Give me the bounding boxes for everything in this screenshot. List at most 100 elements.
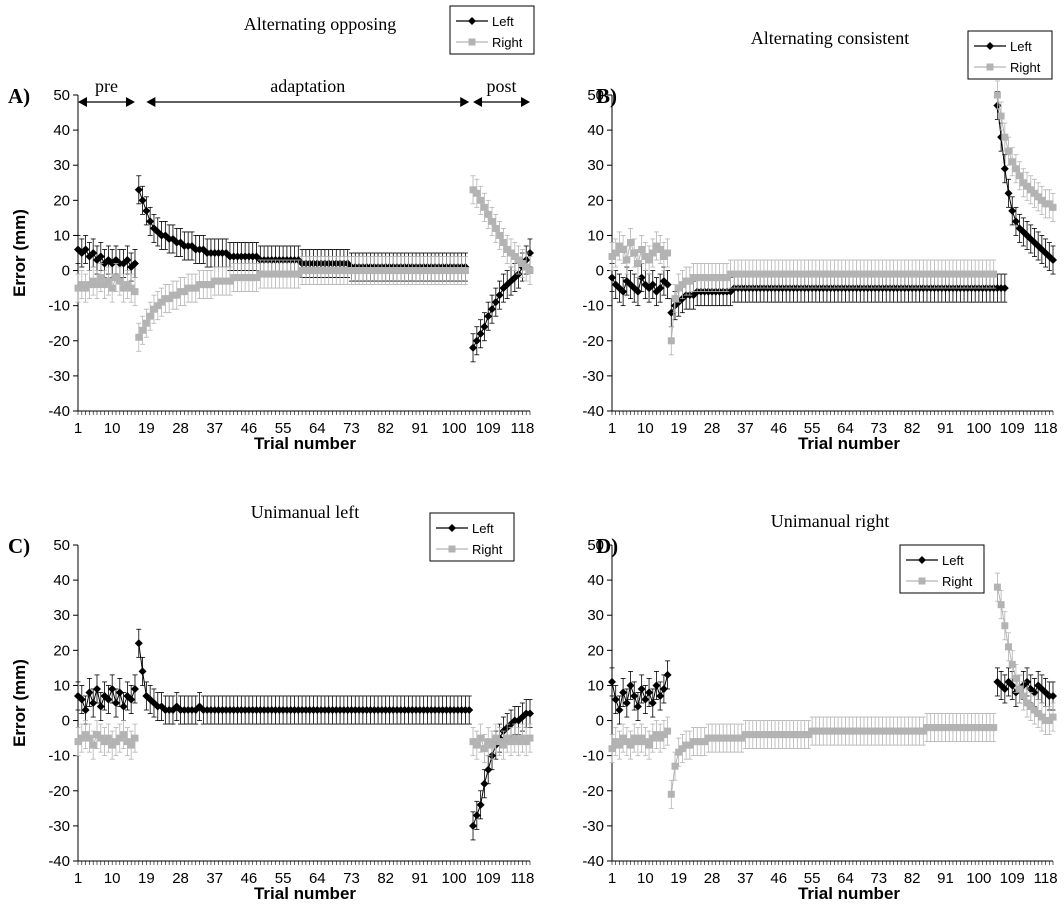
data-point xyxy=(730,734,738,742)
data-point xyxy=(116,277,124,285)
data-point xyxy=(841,727,849,735)
y-tick-label: 30 xyxy=(587,607,604,624)
data-point xyxy=(188,284,196,292)
data-point xyxy=(359,267,367,275)
data-point xyxy=(790,731,798,739)
data-point xyxy=(177,288,185,296)
data-point xyxy=(619,287,628,296)
x-tick-label: 1 xyxy=(74,420,82,437)
data-point xyxy=(916,727,924,735)
data-point xyxy=(488,217,496,225)
data-point xyxy=(1008,158,1016,166)
data-point xyxy=(272,270,280,278)
data-point xyxy=(901,270,909,278)
data-point xyxy=(180,288,188,296)
chart-title: Unimanual right xyxy=(771,511,889,531)
data-point xyxy=(675,284,683,292)
data-point xyxy=(472,336,481,345)
data-point xyxy=(719,734,727,742)
data-point xyxy=(975,270,983,278)
data-point xyxy=(704,274,712,282)
data-point xyxy=(74,738,82,746)
data-point xyxy=(85,734,93,742)
data-point xyxy=(671,295,679,303)
data-point xyxy=(328,267,336,275)
data-point xyxy=(199,281,207,289)
data-point xyxy=(442,267,450,275)
data-point xyxy=(473,189,481,197)
data-point xyxy=(745,731,753,739)
data-point xyxy=(97,734,105,742)
series-line xyxy=(611,674,669,712)
data-point xyxy=(1005,643,1013,651)
data-point xyxy=(834,270,842,278)
data-point xyxy=(461,267,469,275)
data-point xyxy=(150,305,158,313)
data-point xyxy=(492,224,500,232)
data-point xyxy=(823,270,831,278)
data-point xyxy=(275,270,283,278)
x-tick-label: 64 xyxy=(837,870,854,887)
data-point xyxy=(730,270,738,278)
data-point xyxy=(622,699,631,707)
data-point xyxy=(138,667,147,676)
data-point xyxy=(241,274,249,282)
data-point xyxy=(623,256,631,264)
data-point xyxy=(764,270,772,278)
x-tick-label: 19 xyxy=(670,870,687,887)
data-point xyxy=(682,741,690,749)
data-point xyxy=(127,741,135,749)
x-axis-label: Trial number xyxy=(798,884,900,903)
x-tick-label: 55 xyxy=(275,420,292,437)
data-point xyxy=(480,745,488,753)
x-tick-label: 91 xyxy=(937,870,954,887)
data-point xyxy=(1019,179,1027,187)
data-point xyxy=(723,274,731,282)
data-point xyxy=(656,245,664,253)
data-point xyxy=(1030,688,1039,697)
data-point xyxy=(656,284,665,293)
data-point xyxy=(659,684,668,693)
data-point xyxy=(416,267,424,275)
data-point xyxy=(645,256,653,264)
data-point xyxy=(871,727,879,735)
legend: Left Right xyxy=(967,30,1053,80)
data-point xyxy=(927,270,935,278)
phase-label: adaptation xyxy=(270,76,345,96)
data-point xyxy=(96,252,105,261)
data-point xyxy=(630,734,638,742)
data-point xyxy=(134,185,143,194)
x-tick-label: 55 xyxy=(275,870,292,887)
x-tick-label: 91 xyxy=(937,420,954,437)
data-point xyxy=(169,291,177,299)
x-tick-label: 118 xyxy=(510,870,534,887)
data-point xyxy=(701,738,709,746)
data-point xyxy=(454,267,462,275)
data-point xyxy=(727,734,735,742)
data-point xyxy=(619,734,627,742)
data-point xyxy=(638,734,646,742)
chart-panel-a: -40 -30 -20 -10 0 10 20 30 40 50 1 10 19 28 37 46 55 64 73… xyxy=(8,5,535,453)
data-point xyxy=(760,731,768,739)
x-tick-label: 82 xyxy=(904,420,921,437)
data-point xyxy=(215,277,223,285)
data-point xyxy=(480,322,489,331)
data-point xyxy=(249,274,257,282)
y-tick-label: 20 xyxy=(587,192,604,209)
data-point xyxy=(775,731,783,739)
data-point xyxy=(979,724,987,732)
data-point xyxy=(115,688,124,697)
data-point xyxy=(1027,703,1035,711)
data-point xyxy=(222,277,230,285)
data-point xyxy=(511,253,519,261)
data-point xyxy=(420,267,428,275)
data-point xyxy=(719,274,727,282)
data-point xyxy=(971,270,979,278)
data-point xyxy=(738,734,746,742)
data-point xyxy=(723,734,731,742)
arrow-head-right xyxy=(460,97,470,108)
data-point xyxy=(686,277,694,285)
data-point xyxy=(956,724,964,732)
x-tick-label: 1 xyxy=(608,870,616,887)
data-point xyxy=(1000,284,1009,293)
